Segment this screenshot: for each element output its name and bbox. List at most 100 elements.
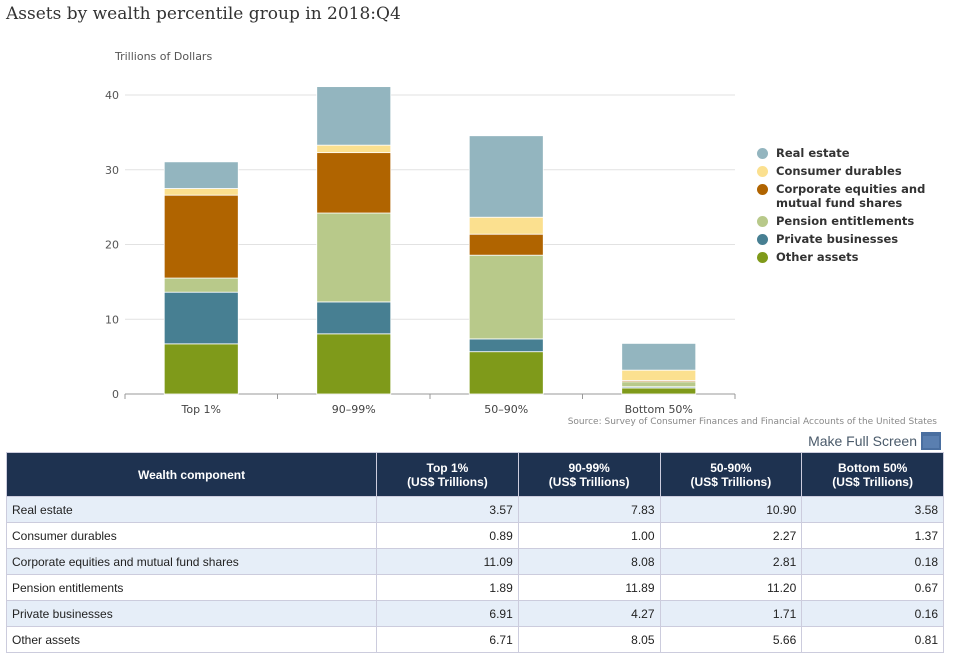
y-tick-label: 10 [105,313,119,326]
table-cell: 10.90 [659,496,803,523]
table-cell: Other assets [5,626,378,653]
bar-segment-real-estate [468,135,544,218]
x-tick-label: 90–99% [332,403,376,416]
bar-segment-consumer-durables [621,369,697,381]
data-table: Wealth component Top 1% (US$ Trillions) 90-… [5,452,944,653]
legend-marker [757,166,768,177]
legend: Real estate Consumer durables Corporate eq… [757,146,926,268]
full-screen-label: Make Full Screen [808,433,917,449]
legend-marker [757,234,768,245]
bar-segment-real-estate [316,86,392,146]
table-cell: 11.20 [659,574,803,601]
legend-marker [757,216,768,227]
bar-segment-pension-entitlements [163,277,239,293]
bar-segment-private-businesses [316,301,392,335]
table-cell: Consumer durables [5,522,378,549]
table-cell: 11.09 [376,548,519,575]
y-tick-label: 0 [112,388,119,401]
y-tick-label: 20 [105,239,119,252]
bar-segment-real-estate [621,342,697,371]
table-cell: 7.83 [517,496,661,523]
column-header: Bottom 50% (US$ Trillions) [801,452,944,497]
x-tick-label: 50–90% [484,403,528,416]
header-line: (US$ Trillions) [407,474,488,489]
legend-label: Corporate equities and mutual fund share… [776,182,926,210]
table-row: Pension entitlements 1.89 11.89 11.20 0.67 [5,574,944,601]
bar-segment-private-businesses [163,291,239,345]
legend-marker [757,148,768,159]
table-cell: 5.66 [659,626,803,653]
table-cell: 3.57 [376,496,519,523]
table-cell: 8.08 [517,548,661,575]
header-line: (US$ Trillions) [690,474,772,489]
table-cell: Real estate [5,496,378,523]
table-cell: Pension entitlements [5,574,378,601]
table-row: Corporate equities and mutual fund share… [5,548,944,575]
table-cell: 3.58 [801,496,944,523]
table-row: Consumer durables 0.89 1.00 2.27 1.37 [5,522,944,549]
bar-segment-consumer-durables [163,188,239,196]
table-cell: 8.05 [517,626,661,653]
header-line: Wealth component [137,467,246,482]
x-tick-label: Bottom 50% [625,403,693,416]
table-cell: 1.37 [801,522,944,549]
table-cell: 0.81 [801,626,944,653]
full-screen-icon [921,432,941,450]
table-cell: Private businesses [5,600,378,627]
bar-segment-corporate-equities-and-mutual-fund-shares [468,233,544,256]
legend-label: Real estate [776,146,850,160]
y-axis-label: Trillions of Dollars [115,50,213,63]
table-row: Other assets 6.71 8.05 5.66 0.81 [5,626,944,653]
legend-item[interactable]: Pension entitlements [757,214,926,228]
legend-label: Pension entitlements [776,214,915,228]
header-line: Bottom 50% [837,460,908,475]
x-tick-label: Top 1% [180,403,221,416]
table-cell: 11.89 [517,574,661,601]
table-cell: 1.71 [659,600,803,627]
table-cell: 1.00 [517,522,661,549]
column-header: Wealth component [5,452,378,497]
table-cell: 1.89 [376,574,519,601]
legend-item[interactable]: Real estate [757,146,926,160]
table-cell: 4.27 [517,600,661,627]
table-row: Real estate 3.57 7.83 10.90 3.58 [5,496,944,523]
column-header: 50-90% (US$ Trillions) [659,452,803,497]
legend-item[interactable]: Private businesses [757,232,926,246]
header-line: Top 1% [426,460,469,475]
make-full-screen-button[interactable]: Make Full Screen [808,432,941,450]
legend-item[interactable]: Consumer durables [757,164,926,178]
bar-segment-pension-entitlements [316,212,392,303]
legend-label: Other assets [776,250,859,264]
header-line: (US$ Trillions) [832,474,913,489]
bar-segment-other-assets [621,387,697,395]
legend-label: Consumer durables [776,164,902,178]
column-header: 90-99% (US$ Trillions) [517,452,661,497]
source-note: Source: Survey of Consumer Finances and … [567,417,937,427]
column-header: Top 1% (US$ Trillions) [376,452,519,497]
table-cell: 0.89 [376,522,519,549]
y-tick-label: 30 [105,164,119,177]
bar-segment-other-assets [163,343,239,395]
bar-segment-real-estate [163,161,239,189]
bar-segment-consumer-durables [468,216,544,235]
legend-item[interactable]: Other assets [757,250,926,264]
table-cell: 0.18 [801,548,944,575]
bar-segment-other-assets [468,351,544,395]
header-line: (US$ Trillions) [548,474,630,489]
bar-segment-corporate-equities-and-mutual-fund-shares [163,194,239,279]
bar-segment-corporate-equities-and-mutual-fund-shares [316,152,392,214]
table-cell: 0.67 [801,574,944,601]
table-cell: 6.71 [376,626,519,653]
bar-segment-other-assets [316,333,392,395]
legend-item[interactable]: Corporate equities and mutual fund share… [757,182,926,210]
bar-segment-consumer-durables [316,144,392,154]
legend-marker [757,184,768,195]
table-cell: Corporate equities and mutual fund share… [5,548,378,575]
bar-segment-pension-entitlements [468,254,544,340]
table-cell: 6.91 [376,600,519,627]
legend-marker [757,252,768,263]
chart-title: Assets by wealth percentile group in 201… [6,4,401,24]
table-cell: 2.27 [659,522,803,549]
y-tick-label: 40 [105,89,119,102]
header-line: 50-90% [710,460,752,475]
